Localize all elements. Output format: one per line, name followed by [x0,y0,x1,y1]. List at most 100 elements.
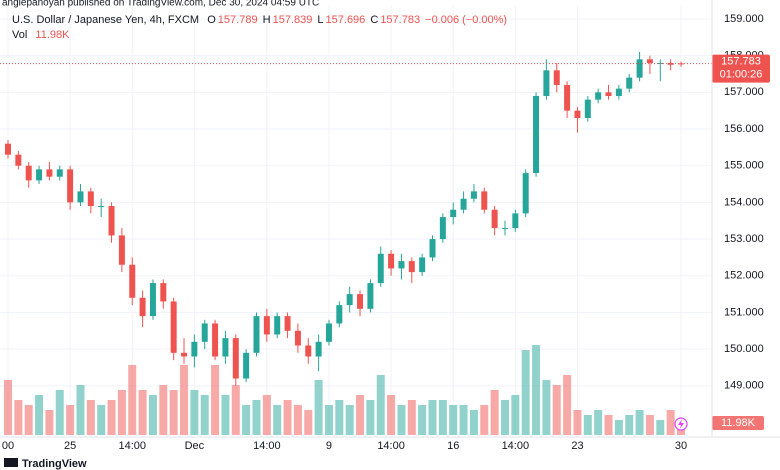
candle-body [253,316,260,353]
volume-bar [335,400,344,435]
ohlc-label: L [317,14,324,26]
candle-body [305,345,312,357]
candle-body [574,110,581,119]
volume-bar [283,400,292,435]
price-tag-label: 157.783 [721,55,761,67]
candle-body [160,283,167,302]
volume-bar [532,345,541,435]
y-tick-label: 153.000 [724,233,764,245]
volume-bar [231,385,240,435]
volume-bar [211,365,220,435]
volume-bar [324,405,333,435]
volume-bar [45,410,54,435]
candle-body [595,92,602,100]
volume-bar [24,405,33,435]
candle-body [553,70,560,85]
candle-body [667,62,674,65]
volume-bar [542,380,551,435]
legend-row: U.S. Dollar / Japanese Yen, 4h, FXCM O 15… [12,14,509,26]
candle-body [212,323,219,357]
volume-bar [449,405,458,435]
candle-body [636,59,643,78]
ohlc-value: 157.789 [217,14,258,26]
volume-bar [500,400,509,435]
candle-body [450,209,457,218]
candle-body [398,261,405,269]
volume-bar [314,380,323,435]
volume-bar [356,395,365,435]
countdown: 01:00:26 [720,68,763,80]
volume-bar [583,415,592,435]
x-tick-label: 9 [326,440,332,452]
volume-bar [511,395,520,435]
x-tick-label: Dec [185,440,205,452]
volume-bar [490,390,499,435]
volume-bar [563,375,572,435]
volume-bar [293,405,302,435]
candle-layer [5,51,684,386]
candle-body [439,217,446,240]
candle-body [201,323,208,342]
volume-bar [656,420,665,435]
ohlc-value: 157.696 [325,14,366,26]
volume-bar [97,405,106,435]
y-tick-label: 154.000 [724,196,764,208]
candle-body [108,206,115,236]
y-tick-label: 152.000 [724,270,764,282]
volume-bar [128,365,137,435]
y-tick-label: 151.000 [724,306,764,318]
candle-body [336,305,343,324]
candle-body [325,323,332,342]
candle-body [357,294,364,309]
ohlc-value: 157.783 [380,14,421,26]
candle-body [67,169,74,203]
candle-body [646,59,653,63]
candle-body [419,257,426,273]
volume-bar [418,405,427,435]
volume-bar [86,400,95,435]
volume-bar [273,405,282,435]
change: −0.006 (−0.00%) [425,14,508,26]
volume-bar [76,385,85,435]
candle-body [149,283,156,317]
candle-body [346,294,353,306]
candle-body [87,191,94,207]
candle-body [56,169,63,177]
volume-bar [625,415,634,435]
candle-body [615,88,622,96]
y-tick-label: 157.000 [724,86,764,98]
candle-body [15,154,22,166]
candle-body [191,341,198,357]
candle-body [46,169,53,177]
candle-body [284,316,291,331]
candle-body [377,253,384,284]
volume-bar [180,365,189,435]
candle-body [512,213,519,229]
volume-bar [4,380,12,435]
candle-body [181,352,188,357]
ohlc-label: C [370,14,379,26]
volume-bar [376,375,385,435]
volume-bar [480,405,489,435]
candle-body [460,198,467,210]
volume-bar [428,400,437,435]
x-tick-label: 14:00 [253,440,281,452]
volume-bar [521,350,530,435]
y-tick-label: 155.000 [724,160,764,172]
candle-body [501,228,508,230]
volume-bar [614,420,623,435]
volume-legend: Vol 11.98K [12,29,71,41]
candle-body [243,352,250,379]
ohlc-value: 157.839 [272,14,313,26]
volume-bar [366,400,375,435]
candle-body [626,77,633,89]
candle-body [25,165,32,181]
y-tick-label: 150.000 [724,343,764,355]
candle-body [533,95,540,174]
volume-bar [262,395,271,435]
volume-bar [221,395,230,435]
x-tick-label: 30 [675,440,687,452]
volume-tag [712,416,764,431]
brand: TradingView [22,458,87,470]
